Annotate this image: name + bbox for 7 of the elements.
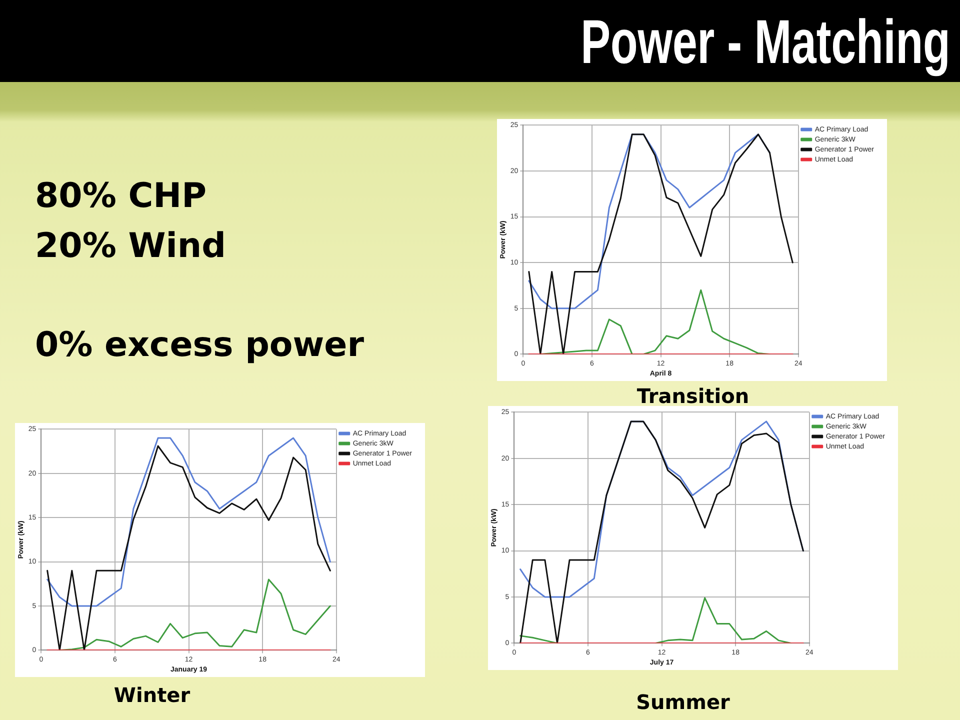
text: Power - Matching (580, 8, 950, 77)
text: Winter (114, 683, 190, 707)
text: 20% Wind (35, 225, 227, 268)
text: Summer (636, 690, 730, 714)
text: 0% excess power (35, 324, 364, 367)
text: Transition (636, 384, 750, 408)
text: 80% CHP (35, 175, 208, 218)
